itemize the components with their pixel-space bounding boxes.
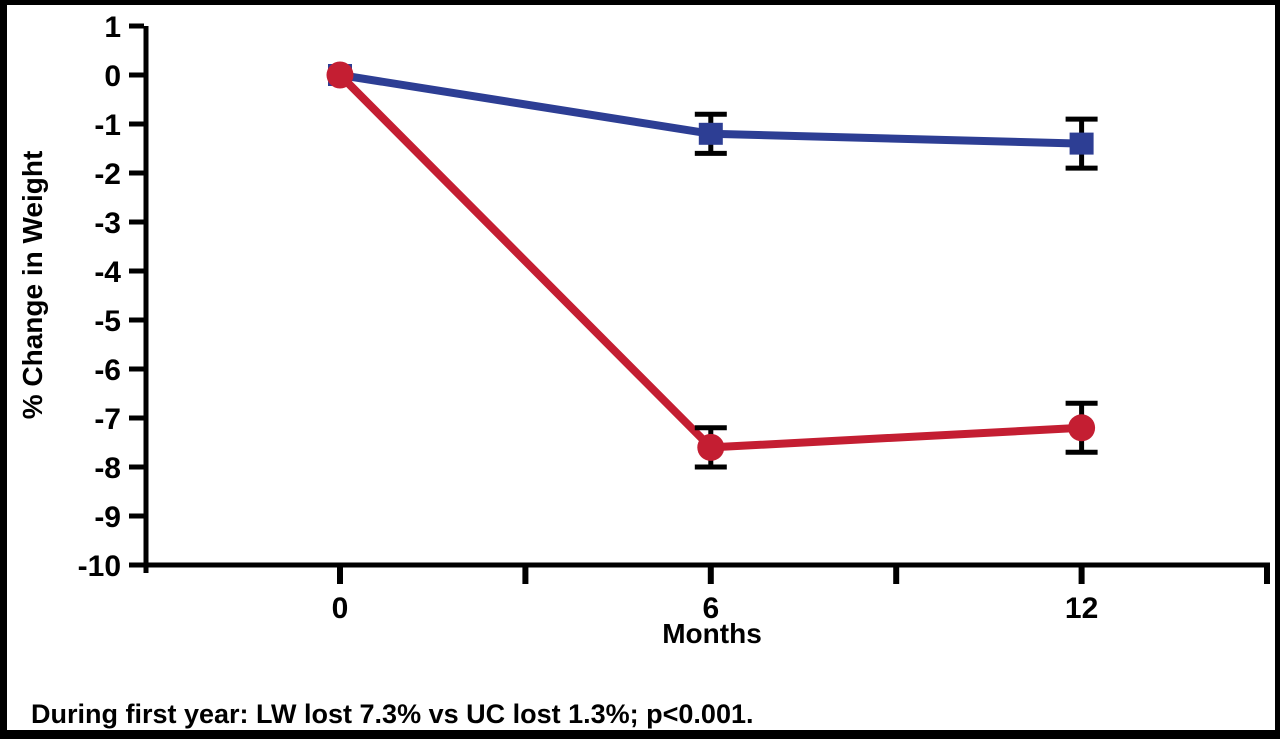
marker-circle-LW	[697, 433, 725, 461]
y-axis-title: % Change in Weight	[17, 150, 48, 420]
marker-square-UC	[698, 122, 723, 145]
y-tick-label: -8	[94, 452, 121, 485]
y-tick-label: -1	[94, 109, 121, 142]
x-tick-label: 12	[1065, 592, 1098, 625]
y-tick-label: -4	[94, 256, 121, 289]
y-tick-label: -3	[94, 207, 121, 240]
y-tick-label: 1	[104, 11, 121, 44]
y-tick-label: 0	[104, 60, 121, 93]
x-tick-label: 6	[702, 592, 719, 625]
x-axis-title: Months	[662, 618, 762, 649]
marker-circle-LW	[1068, 414, 1096, 442]
y-tick-label: -2	[94, 158, 121, 191]
figure-caption: During first year: LW lost 7.3% vs UC lo…	[31, 699, 754, 729]
y-tick-label: -10	[78, 550, 121, 583]
x-tick-label: 0	[332, 592, 349, 625]
y-tick-label: -6	[94, 354, 121, 387]
y-tick-label: -9	[94, 501, 121, 534]
y-tick-label: -5	[94, 305, 121, 338]
marker-circle-LW	[326, 61, 354, 89]
marker-square-UC	[1069, 132, 1094, 155]
y-tick-label: -7	[94, 403, 121, 436]
